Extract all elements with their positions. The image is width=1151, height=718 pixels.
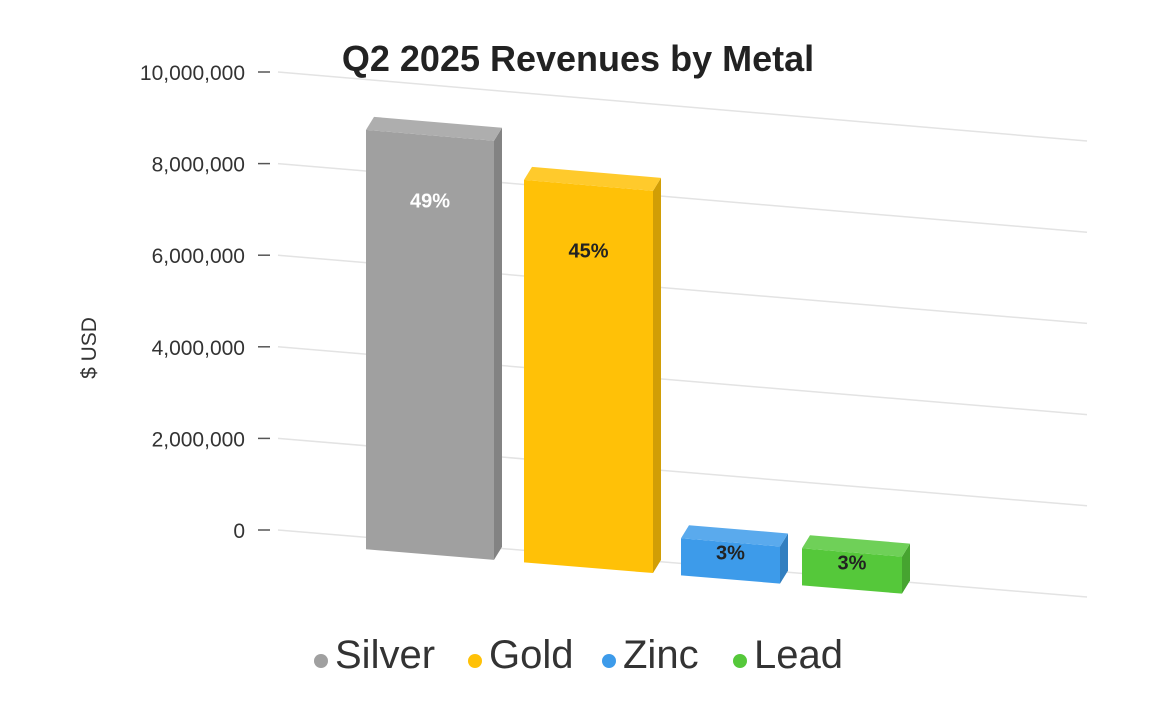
bar-top-gold	[524, 166, 661, 191]
legend-label-lead: Lead	[754, 633, 843, 677]
bar-top-zinc	[681, 525, 788, 547]
y-tick-label: 0	[233, 520, 245, 543]
bar-side-silver	[494, 127, 502, 560]
bar-side-lead	[902, 543, 910, 594]
data-labels: 49% 45% 3% 3%	[410, 190, 867, 574]
y-tick-label: 6,000,000	[152, 245, 245, 268]
bar-label-silver: 49%	[410, 190, 450, 212]
legend-label-gold: Gold	[489, 633, 574, 677]
bar-side-zinc	[780, 533, 788, 584]
y-tick-label: 2,000,000	[152, 428, 245, 451]
legend-label-silver: Silver	[335, 633, 435, 677]
legend-label-zinc: Zinc	[623, 633, 699, 677]
y-tick-label: 4,000,000	[152, 337, 245, 360]
legend-marker-lead	[733, 654, 747, 668]
legend: Silver Gold Zinc Lead	[314, 633, 843, 677]
bar-zinc	[681, 538, 780, 584]
y-tick-label: 8,000,000	[152, 154, 245, 177]
y-axis-ticks: 0 2,000,000 4,000,000 6,000,000 8,000,000 10,…	[140, 62, 270, 543]
y-axis-label: $ USD	[78, 317, 101, 379]
chart-title: Q2 2025 Revenues by Metal	[342, 38, 814, 79]
legend-marker-gold	[468, 654, 482, 668]
bar-top-silver	[366, 116, 502, 141]
bar-label-lead: 3%	[838, 552, 867, 574]
bar-top-lead	[802, 535, 910, 557]
bar-lead	[802, 548, 902, 594]
gridline	[277, 71, 1088, 142]
bar-label-zinc: 3%	[716, 542, 745, 564]
bar-label-gold: 45%	[568, 240, 608, 262]
bar-gold	[524, 179, 653, 574]
bar-side-gold	[653, 177, 661, 574]
legend-marker-silver	[314, 654, 328, 668]
bar-silver	[366, 129, 494, 560]
bars	[366, 116, 910, 594]
y-tick-label: 10,000,000	[140, 62, 245, 85]
legend-marker-zinc	[602, 654, 616, 668]
